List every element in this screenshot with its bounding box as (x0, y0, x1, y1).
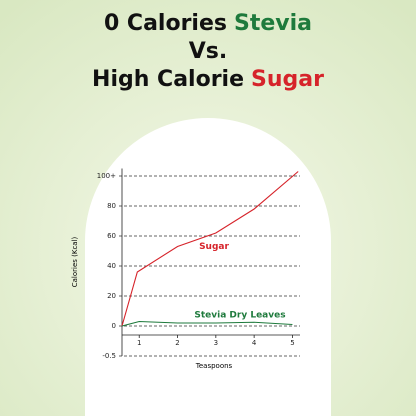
y-tick-label: 0 (112, 322, 116, 330)
y-tick-label: 40 (107, 262, 116, 270)
series-line (121, 171, 299, 327)
title-part: Stevia (234, 11, 312, 36)
x-axis-label: Teaspoons (195, 362, 233, 370)
title-part: High Calorie (92, 67, 244, 92)
title-line: Vs. (189, 39, 227, 64)
arch-panel (85, 118, 331, 416)
y-tick-label: 60 (107, 232, 116, 240)
title-part: Sugar (251, 67, 324, 92)
x-tick-label: 3 (214, 339, 218, 347)
x-tick-label: 2 (175, 339, 179, 347)
title-part: 0 Calories (104, 11, 227, 36)
title-line: 0 Calories Stevia (104, 11, 312, 36)
series-label: Stevia Dry Leaves (194, 311, 285, 321)
x-tick-label: 4 (252, 339, 257, 347)
title-part: Vs. (189, 39, 227, 64)
series-label: Sugar (199, 242, 229, 252)
x-tick-label: 5 (290, 339, 294, 347)
y-axis-label: Calories (Kcal) (71, 236, 79, 287)
y-tick-label: 20 (107, 292, 116, 300)
y-tick-label: -0.5 (102, 352, 116, 360)
y-tick-label: 80 (107, 202, 116, 210)
title-line: High Calorie Sugar (92, 67, 324, 92)
x-tick-label: 1 (137, 339, 141, 347)
series-line (121, 320, 293, 327)
y-tick-label: 100+ (97, 172, 116, 180)
